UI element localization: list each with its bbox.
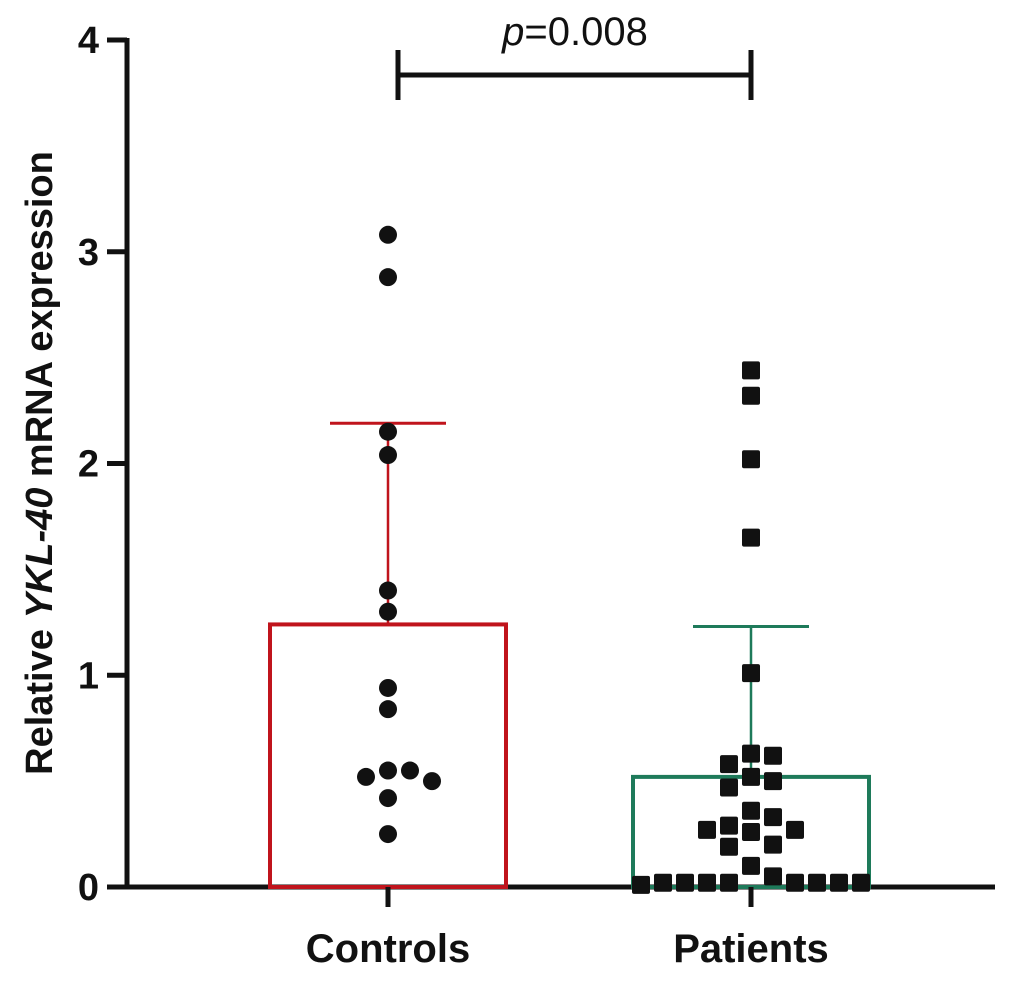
point-controls-1 [379, 268, 397, 287]
point-patients-18 [720, 837, 738, 856]
point-patients-28 [852, 873, 870, 892]
point-patients-21 [720, 873, 738, 892]
y-tick-label-2: 2 [78, 444, 99, 486]
y-axis-label: Relative YKL-40 mRNA expression [19, 151, 61, 775]
point-controls-13 [379, 825, 397, 844]
point-patients-20 [764, 867, 782, 886]
point-patients-11 [742, 801, 760, 820]
category-label-controls: Controls [306, 927, 470, 971]
point-controls-10 [423, 772, 441, 791]
point-patients-10 [720, 778, 738, 797]
point-controls-7 [379, 700, 397, 719]
category-labels: Controls Patients [306, 927, 829, 971]
point-patients-16 [742, 822, 760, 841]
point-patients-22 [786, 873, 804, 892]
point-controls-3 [379, 446, 397, 465]
point-patients-6 [764, 746, 782, 765]
data-points [357, 225, 870, 894]
point-controls-5 [379, 602, 397, 621]
point-controls-6 [379, 678, 397, 697]
point-patients-17 [764, 835, 782, 854]
y-ticks: 0 1 2 3 4 [78, 20, 127, 909]
bar-controls [268, 622, 508, 889]
y-tick-label-4: 4 [78, 20, 99, 62]
point-controls-9 [357, 767, 375, 786]
point-patients-7 [720, 755, 738, 774]
p-value-label: p=0.008 [501, 10, 648, 54]
point-patients-14 [786, 820, 804, 839]
point-patients-13 [720, 816, 738, 835]
y-tick-label-3: 3 [78, 232, 99, 274]
point-controls-8 [379, 761, 397, 780]
point-patients-19 [742, 856, 760, 875]
point-patients-29 [632, 875, 650, 894]
y-tick-label-1: 1 [78, 655, 99, 697]
significance-bracket: p=0.008 [395, 10, 754, 100]
y-tick-label-0: 0 [78, 867, 99, 909]
point-patients-15 [698, 820, 716, 839]
point-patients-26 [830, 873, 848, 892]
bars [268, 421, 871, 907]
point-patients-2 [742, 450, 760, 469]
point-patients-27 [654, 873, 672, 892]
point-patients-9 [764, 772, 782, 791]
point-patients-5 [742, 744, 760, 763]
point-patients-3 [742, 528, 760, 547]
point-patients-4 [742, 664, 760, 683]
point-patients-25 [676, 873, 694, 892]
point-patients-23 [698, 873, 716, 892]
point-patients-0 [742, 361, 760, 380]
point-controls-11 [401, 761, 419, 780]
point-controls-0 [379, 225, 397, 244]
point-controls-2 [379, 422, 397, 441]
point-patients-24 [808, 873, 826, 892]
point-controls-12 [379, 789, 397, 808]
point-patients-12 [764, 808, 782, 827]
point-controls-4 [379, 581, 397, 600]
point-patients-1 [742, 386, 760, 405]
category-label-patients: Patients [673, 927, 829, 971]
point-patients-8 [742, 767, 760, 786]
